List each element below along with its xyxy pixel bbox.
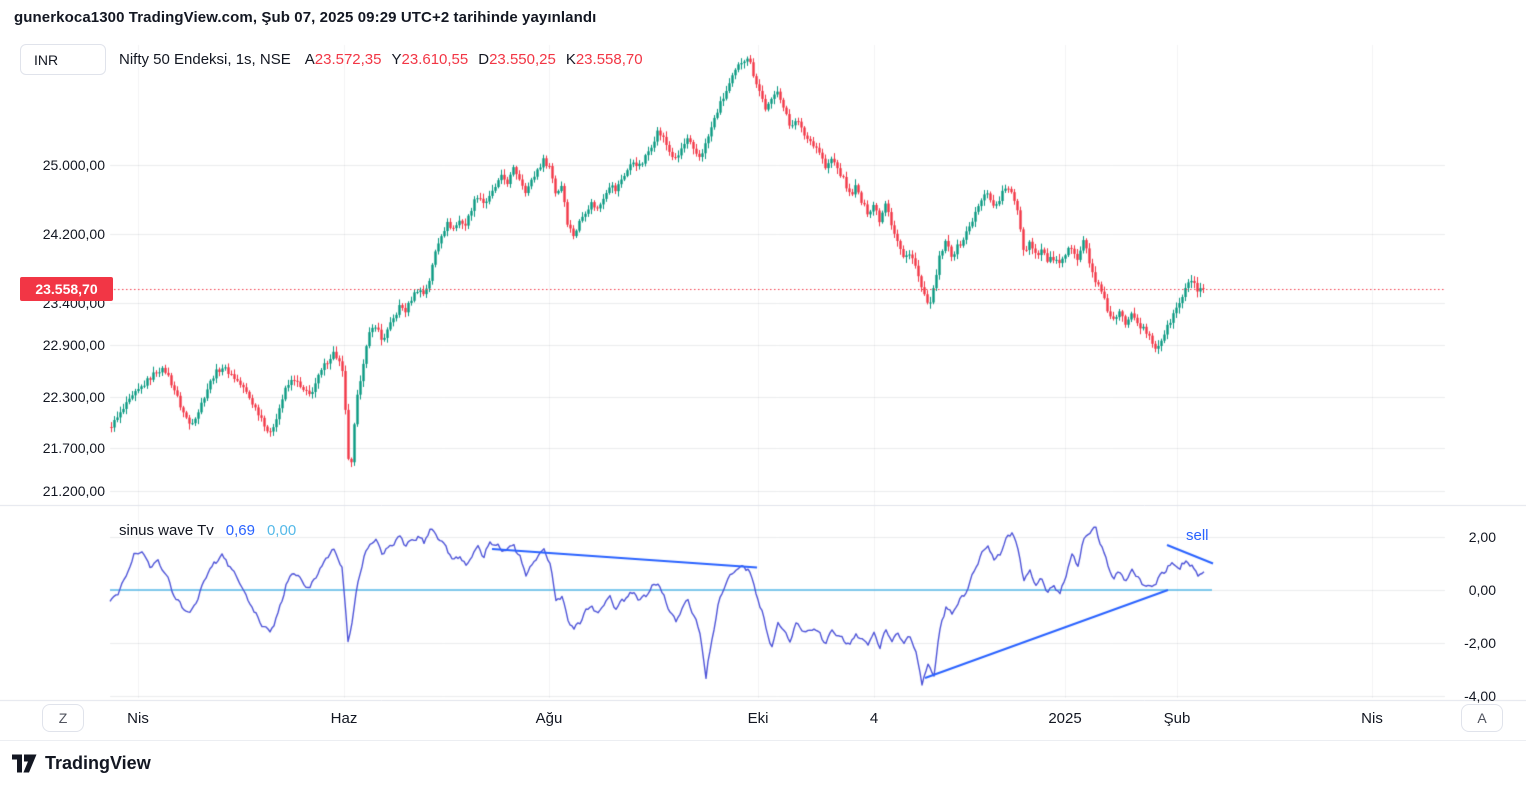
ohlc-low-prefix: D [478,51,490,68]
time-axis[interactable]: Z Nis Haz Ağu Eki 4 2025 Şub Nis A [0,700,1526,738]
time-axis-label: Nis [127,710,149,727]
time-axis-label: 2025 [1048,710,1082,727]
ohlc-close-value: 23.558,70 [575,51,643,68]
indicator-axis[interactable]: 2,00 0,00 -2,00 -4,00 [1448,0,1508,710]
price-axis-label: 24.200,00 [42,225,105,242]
time-axis-label: Haz [330,710,358,727]
price-axis-label: 25.000,00 [42,157,105,174]
last-price-label: 23.558,70 [20,276,113,301]
time-axis-label: Ağu [535,710,563,727]
symbol-title[interactable]: Nifty 50 Endeksi, 1s, NSE [119,51,291,68]
price-axis-label: 21.700,00 [42,440,105,457]
ohlc-close-prefix: K [565,51,576,68]
indicator-axis-label: 2,00 [1468,529,1496,545]
ohlc-high: Y23.610,55 [392,51,469,68]
ohlc-open-value: 23.572,35 [314,51,382,68]
indicator-value-primary: 0,69 [225,522,255,539]
ohlc-high-value: 23.610,55 [401,51,469,68]
time-axis-label: Eki [747,710,769,727]
timezone-button[interactable]: Z [42,704,84,732]
price-axis-label: 21.200,00 [42,483,105,500]
symbol-legend: Nifty 50 Endeksi, 1s, NSE A23.572,35 Y23… [119,51,643,68]
ohlc-low-value: 23.550,25 [489,51,556,68]
indicator-axis-label: -2,00 [1464,635,1496,651]
ohlc-open-prefix: A [304,51,315,68]
indicator-value-secondary: 0,00 [266,522,297,539]
currency-button[interactable]: INR [20,44,106,75]
price-axis[interactable]: 25.000,00 24.200,00 23.400,00 22.900,00 22.3… [0,0,106,700]
auto-scale-button[interactable]: A [1461,704,1503,732]
sell-drawing-label[interactable]: sell [1186,527,1209,544]
chart-canvas[interactable] [0,0,1526,745]
brand-name[interactable]: TradingView [45,752,151,773]
footer: TradingView [0,740,1526,785]
time-axis-label: Nis [1361,710,1383,727]
ohlc-close: K23.558,70 [566,51,643,68]
indicator-title[interactable]: sinus wave Tv [119,522,214,539]
indicator-axis-label: -4,00 [1464,688,1496,704]
price-axis-label: 22.300,00 [42,388,105,405]
tradingview-logo-icon[interactable] [12,753,37,774]
ohlc-low: D23.550,25 [478,51,556,68]
time-axis-label: Şub [1163,710,1191,727]
indicator-axis-label: 0,00 [1468,582,1496,598]
ohlc-high-prefix: Y [391,51,402,68]
price-axis-label: 22.900,00 [42,337,105,354]
ohlc-open: A23.572,35 [305,51,382,68]
time-axis-label: 4 [869,710,879,727]
indicator-legend: sinus wave Tv 0,69 0,00 [119,522,296,539]
